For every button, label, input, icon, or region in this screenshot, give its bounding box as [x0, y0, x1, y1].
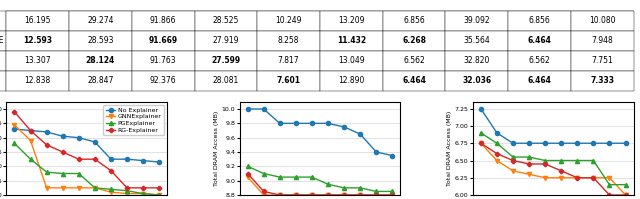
- Legend: No Explainer, GNNExplainer, PGExplainer, RG-Explainer: No Explainer, GNNExplainer, PGExplainer,…: [103, 105, 164, 135]
- Y-axis label: Total DRAM Access (MB): Total DRAM Access (MB): [447, 111, 452, 186]
- Y-axis label: Total DRAM Access (MB): Total DRAM Access (MB): [214, 111, 219, 186]
